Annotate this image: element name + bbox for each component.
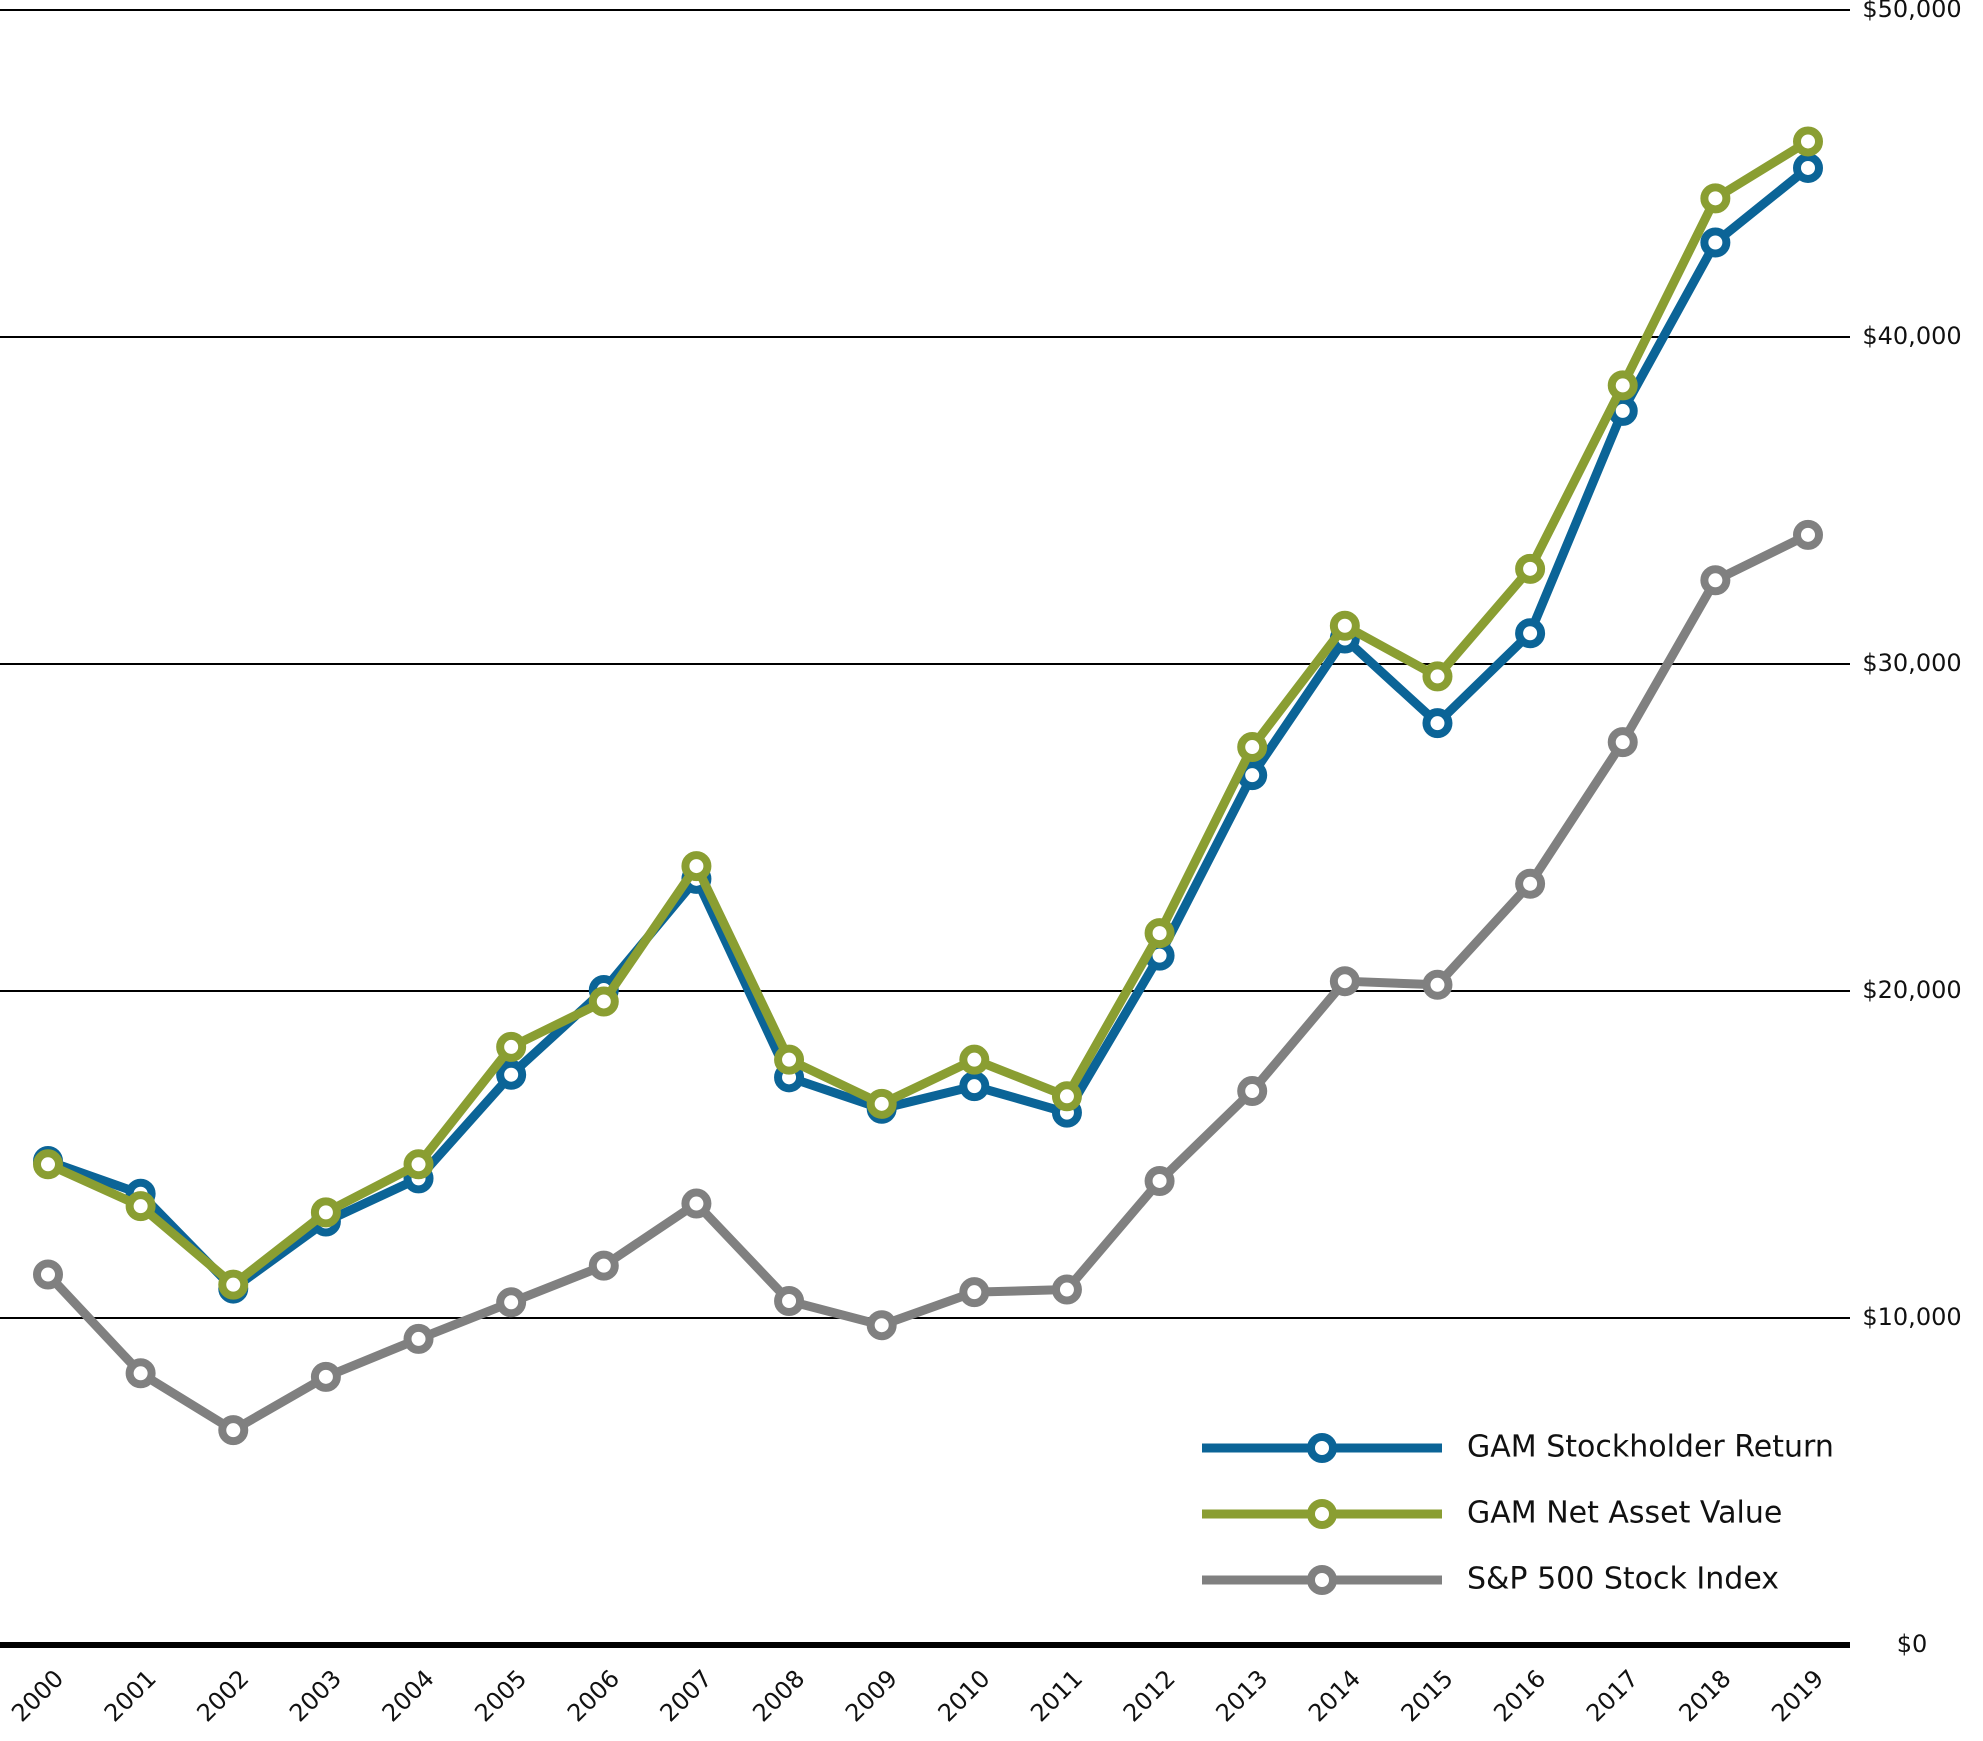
data-point [125,1191,156,1222]
x-tick-label: 2010 [933,1664,996,1727]
y-tick-label: $40,000 [1862,322,1961,350]
data-point [588,1250,619,1281]
data-point [496,1287,527,1318]
x-tick-label: 2002 [191,1664,254,1727]
data-point [1051,1274,1082,1305]
y-tick-label: $10,000 [1862,1303,1961,1331]
data-point [125,1358,156,1389]
data-point [1607,727,1638,758]
data-point [959,1071,990,1102]
data-point [1237,1076,1268,1107]
data-point [1422,969,1453,1000]
data-point [1700,227,1731,258]
data-point [310,1197,341,1228]
legend-label: GAM Net Asset Value [1467,1496,1782,1531]
data-point [1700,565,1731,596]
data-point [1700,183,1731,214]
data-point [1329,610,1360,641]
data-point [496,1059,527,1090]
data-point [1144,1165,1175,1196]
data-point [774,1285,805,1316]
data-point [1144,918,1175,949]
data-point [1793,152,1823,183]
x-tick-label: 2014 [1303,1664,1366,1727]
series-line [44,530,1810,1435]
x-tick-label: 2005 [469,1664,532,1727]
legend-label: GAM Stockholder Return [1467,1430,1834,1465]
x-tick-label: 2016 [1488,1664,1551,1727]
x-tick-label: 2001 [99,1664,162,1727]
x-tick-label: 2018 [1674,1664,1737,1727]
x-tick-label: 2003 [284,1664,347,1727]
data-point [1329,966,1360,997]
data-point [866,1310,897,1341]
x-tick-label: 2015 [1396,1664,1459,1727]
series-line [46,164,1811,1294]
data-point [681,851,712,882]
data-point [218,1415,249,1446]
data-point [1793,126,1823,157]
data-point [33,1259,63,1290]
legend-label: S&P 500 Stock Index [1467,1562,1779,1597]
data-point [1793,519,1823,550]
legend-marker [1307,1499,1337,1529]
data-point [1237,732,1268,763]
data-point [1051,1081,1082,1112]
data-point [310,1361,341,1392]
data-point [1422,708,1453,739]
data-point [218,1269,249,1300]
data-point [959,1044,990,1075]
y-tick-label: $20,000 [1862,976,1961,1004]
x-tick-label: 2000 [6,1664,69,1727]
legend-marker [1307,1565,1337,1595]
data-point [1515,553,1546,584]
data-point [681,1188,712,1219]
data-point [496,1031,527,1062]
x-tick-label: 2008 [747,1664,810,1727]
x-tick-label: 2007 [655,1664,718,1727]
x-tick-label: 2011 [1025,1664,1088,1727]
data-point [403,1323,434,1354]
data-point [866,1088,897,1119]
x-tick-label: 2009 [840,1664,903,1727]
data-point [1607,370,1638,401]
series-line [46,137,1811,1290]
data-point [959,1277,990,1308]
y-tick-label: $0 [1897,1630,1928,1658]
legend-marker [1307,1433,1337,1463]
data-point [1515,618,1546,649]
data-point [1515,868,1546,899]
data-point [774,1044,805,1075]
x-tick-label: 2013 [1210,1664,1273,1727]
x-tick-label: 2006 [562,1664,625,1727]
data-point [588,986,619,1017]
data-point [33,1149,63,1180]
x-tick-label: 2012 [1118,1664,1181,1727]
x-tick-label: 2017 [1581,1664,1644,1727]
data-point [403,1149,434,1180]
y-tick-label: $30,000 [1862,649,1961,677]
data-point [1422,661,1453,692]
x-tick-label: 2019 [1766,1664,1829,1727]
x-tick-label: 2004 [377,1664,440,1727]
y-tick-label: $50,000 [1862,0,1961,23]
